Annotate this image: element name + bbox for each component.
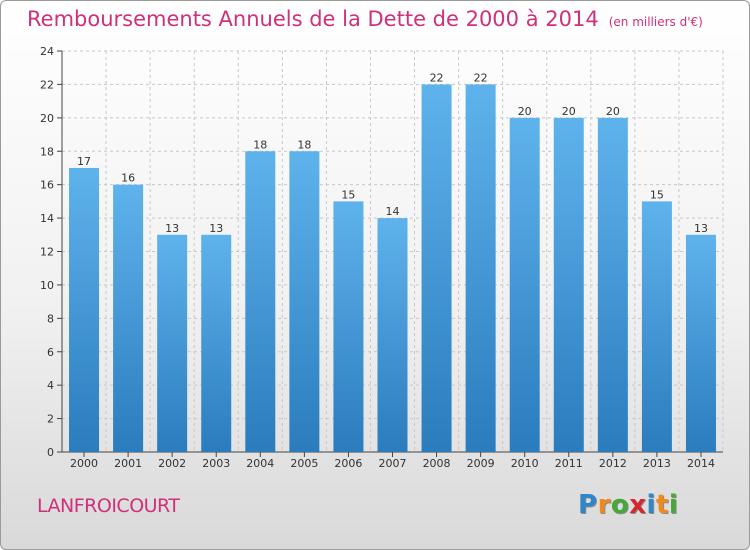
x-tick-label-2005: 2005 (290, 457, 318, 470)
data-label-2005: 18 (297, 138, 311, 151)
bar-2009 (465, 84, 496, 453)
x-tick-label-2010: 2010 (511, 457, 539, 470)
data-label-2007: 14 (386, 205, 400, 218)
bar-2001 (113, 184, 144, 452)
proxiti-logo: Proxiti (578, 490, 678, 520)
data-label-2003: 13 (209, 222, 223, 235)
data-label-2012: 20 (606, 105, 620, 118)
bar-2008 (421, 84, 452, 453)
bar-2013 (641, 201, 672, 452)
bar-2006 (333, 201, 364, 452)
bar-2002 (157, 234, 188, 452)
logo-letter: t (655, 490, 669, 520)
bar-2000 (69, 167, 100, 453)
y-tick-label: 24 (40, 45, 54, 58)
data-label-2014: 13 (694, 222, 708, 235)
x-tick-label-2008: 2008 (423, 457, 451, 470)
data-label-2006: 15 (341, 188, 355, 201)
y-tick-label: 20 (40, 112, 54, 125)
x-tick-label-2000: 2000 (70, 457, 98, 470)
y-tick-label: 22 (40, 78, 54, 91)
bar-2003 (201, 234, 232, 452)
data-label-2011: 20 (562, 105, 576, 118)
bar-2014 (685, 234, 716, 452)
commune-name: LANFROICOURT (37, 495, 180, 517)
y-tick-label: 2 (47, 413, 54, 426)
y-tick-label: 6 (47, 346, 54, 359)
x-tick-label-2004: 2004 (246, 457, 274, 470)
logo-letter: i (668, 490, 679, 520)
y-tick-label: 4 (47, 379, 54, 392)
data-label-2009: 22 (474, 71, 488, 84)
bar-2010 (509, 117, 540, 452)
data-label-2000: 17 (77, 155, 91, 168)
bar-2005 (289, 151, 320, 452)
y-tick-label: 14 (40, 212, 54, 225)
bar-2004 (245, 151, 276, 452)
data-label-2002: 13 (165, 222, 179, 235)
logo-letter: r (597, 490, 611, 520)
data-label-2001: 16 (121, 172, 135, 185)
chart-title: Remboursements Annuels de la Dette de 20… (27, 7, 703, 31)
x-tick-label-2009: 2009 (467, 457, 495, 470)
logo-letter: P (578, 490, 598, 520)
x-tick-label-2013: 2013 (643, 457, 671, 470)
bar-2011 (553, 117, 584, 452)
data-label-2008: 22 (430, 71, 444, 84)
data-label-2004: 18 (253, 138, 267, 151)
bars (69, 84, 716, 453)
y-tick-label: 8 (47, 312, 54, 325)
y-tick-label: 10 (40, 279, 54, 292)
x-tick-label-2006: 2006 (334, 457, 362, 470)
data-label-2013: 15 (650, 188, 664, 201)
y-tick-label: 0 (47, 446, 54, 459)
x-tick-label-2003: 2003 (202, 457, 230, 470)
y-tick-label: 18 (40, 145, 54, 158)
bar-2007 (377, 218, 408, 452)
y-tick-label: 16 (40, 179, 54, 192)
x-tick-label-2012: 2012 (599, 457, 627, 470)
x-tick-label-2007: 2007 (379, 457, 407, 470)
logo-letter: o (610, 490, 630, 520)
x-tick-label-2014: 2014 (687, 457, 715, 470)
data-label-2010: 20 (518, 105, 532, 118)
chart-title-text: Remboursements Annuels de la Dette de 20… (27, 7, 599, 31)
chart-subtitle: (en milliers d'€) (608, 15, 703, 29)
x-tick-label-2011: 2011 (555, 457, 583, 470)
logo-letter: i (646, 490, 656, 520)
bar-2012 (597, 117, 628, 452)
y-tick-label: 12 (40, 246, 54, 259)
labels: 0246810121416182022241720001620011320021… (40, 45, 715, 470)
logo-letter: x (629, 490, 647, 520)
x-tick-label-2002: 2002 (158, 457, 186, 470)
x-tick-label-2001: 2001 (114, 457, 142, 470)
